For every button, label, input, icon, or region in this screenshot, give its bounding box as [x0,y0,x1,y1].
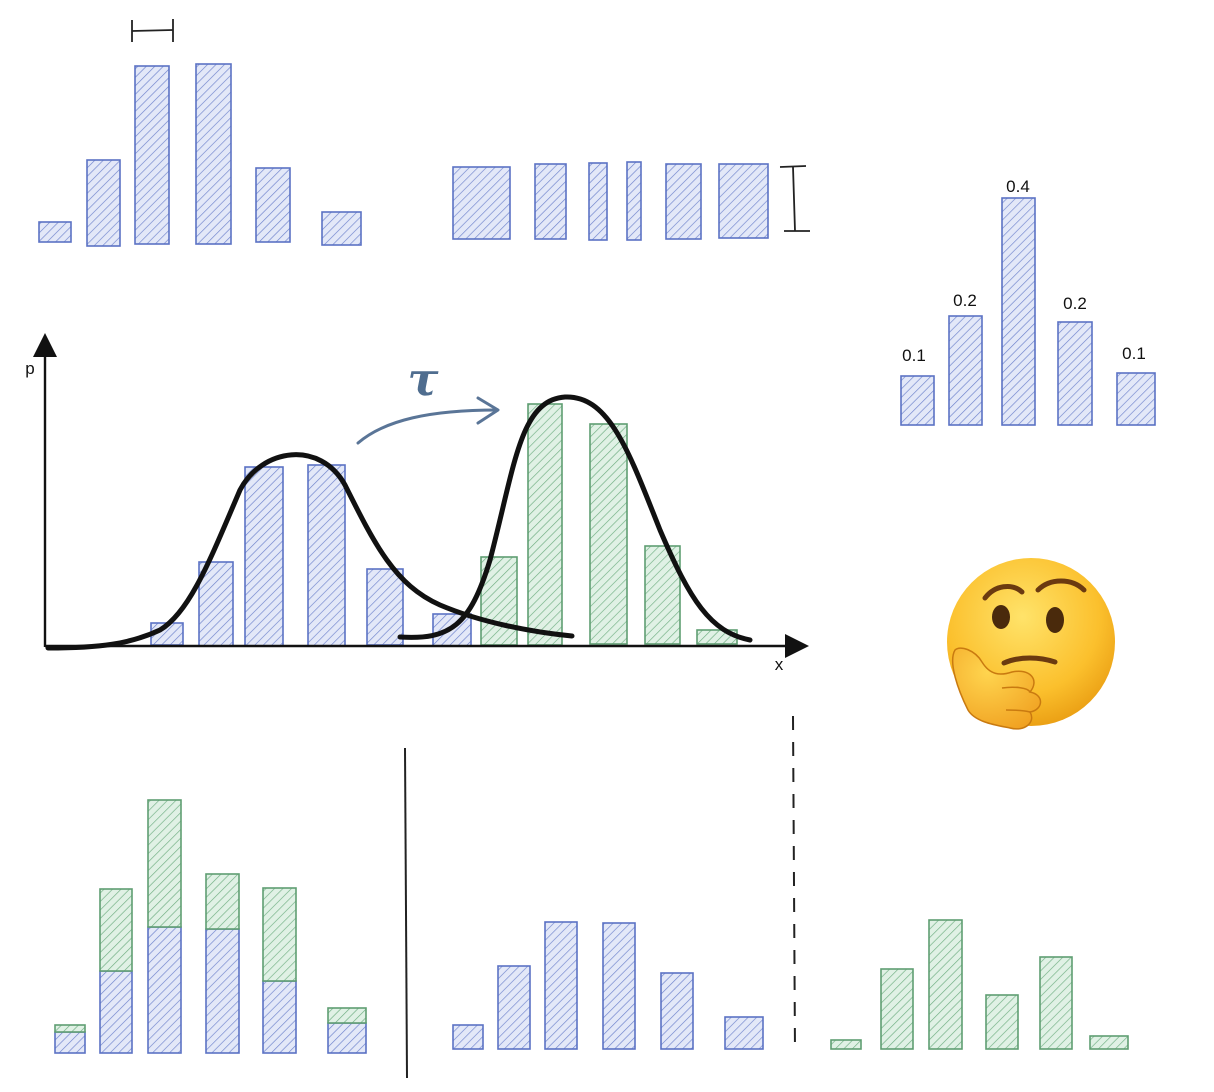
bar [452,166,511,240]
prob-label: 0.1 [1122,344,1146,363]
top-middle-histogram [452,161,810,241]
bar [1039,956,1073,1050]
bar [307,464,346,647]
bar [527,403,563,646]
bottom-middle-histogram [452,921,764,1050]
bar [589,423,628,645]
dashed-divider [792,715,796,1053]
bar [205,928,240,1054]
bar [54,1024,86,1033]
bin-width-marker [131,19,174,42]
bottom-right-histogram [830,919,1129,1050]
bar [262,980,297,1054]
bar [660,972,694,1050]
thinking-face-icon [947,558,1115,730]
bar [147,799,182,928]
bar [366,568,404,646]
vertical-divider [404,747,408,1079]
prob-label: 0.2 [1063,294,1087,313]
bar [195,63,232,245]
bar [1089,1035,1129,1050]
bar [255,167,291,243]
bar [544,921,578,1050]
bar [880,968,914,1050]
bar [86,159,121,247]
bar [626,161,642,241]
y-axis-label: p [25,359,34,378]
bar [244,466,284,647]
transform-arrow [356,408,499,445]
prob-label: 0.1 [902,346,926,365]
bar [452,1024,484,1050]
bar [327,1007,367,1024]
bar [718,163,769,239]
bar [948,315,983,426]
bar [1116,372,1156,426]
bin-height-marker [779,165,810,232]
probability-bars: 0.1 0.2 0.4 0.2 0.1 [900,177,1156,426]
bar [99,888,133,972]
bar [1001,197,1036,426]
bar [205,873,240,930]
density-plot: p x τ [25,333,809,674]
bar [147,926,182,1054]
bar [588,162,608,241]
bar [327,1022,367,1054]
bar [928,919,963,1050]
top-left-histogram [38,19,362,247]
bar [497,965,531,1050]
bar [262,887,297,982]
bar [724,1016,764,1050]
stacked-histogram [54,799,367,1054]
transform-arrowhead [476,396,500,425]
bar [985,994,1019,1050]
bar [99,970,133,1054]
bar [54,1031,86,1054]
bar [38,221,72,243]
bar [602,922,636,1050]
prob-label: 0.4 [1006,177,1030,196]
bar [321,211,362,246]
bar [534,163,567,240]
target-density-curve [397,394,753,643]
bar [900,375,935,426]
transform-label: τ [408,352,439,406]
bar [134,65,170,245]
prob-label: 0.2 [953,291,977,310]
source-density-curve [45,452,575,651]
bar [1057,321,1093,426]
x-axis-label: x [775,655,784,674]
bar [830,1039,862,1050]
bar [665,163,702,240]
